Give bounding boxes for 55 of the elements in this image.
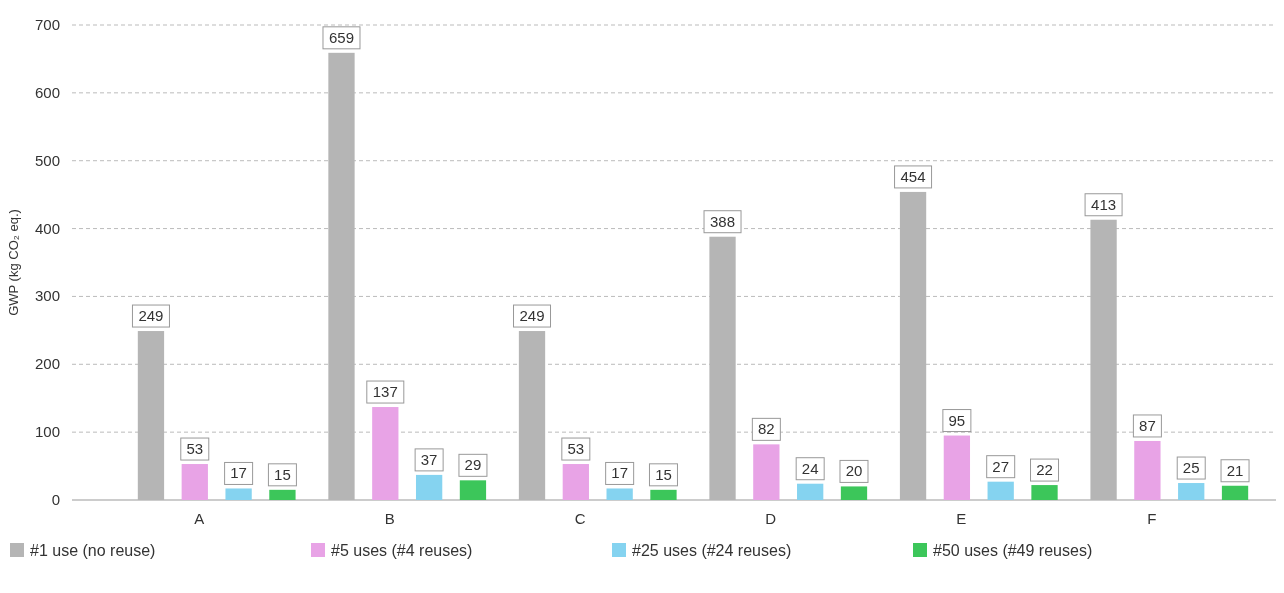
legend-label: #5 uses (#4 reuses) <box>331 542 473 559</box>
data-label: 21 <box>1226 461 1244 479</box>
x-tick-label: D <box>765 510 777 527</box>
data-label: 659 <box>328 28 354 46</box>
y-tick-label: 300 <box>34 287 60 305</box>
y-tick-label: 600 <box>34 83 60 101</box>
x-tick-label: B <box>384 510 395 527</box>
data-label: 95 <box>948 411 966 429</box>
bar <box>606 488 633 500</box>
legend-label: #1 use (no reuse) <box>30 542 156 559</box>
data-label: 22 <box>1036 461 1053 479</box>
data-label: 53 <box>186 440 204 458</box>
data-label: 413 <box>1091 195 1117 213</box>
x-tick-label: C <box>574 510 586 527</box>
bar <box>840 486 868 500</box>
x-tick-label: A <box>194 510 205 527</box>
data-label: 25 <box>1182 459 1200 477</box>
data-label: 454 <box>900 167 926 185</box>
bar <box>1178 483 1205 500</box>
bar <box>518 331 546 500</box>
data-label: 15 <box>274 465 291 483</box>
bar <box>372 407 399 500</box>
x-tick-label: F <box>1147 510 1157 527</box>
data-label: 15 <box>655 465 672 483</box>
bar <box>1031 485 1058 500</box>
y-tick-label: 100 <box>34 423 60 441</box>
y-tick-label: 400 <box>34 219 60 237</box>
y-tick-label: 200 <box>34 355 60 373</box>
data-label: 53 <box>567 440 585 458</box>
data-label: 24 <box>801 459 819 477</box>
data-label: 249 <box>138 307 164 325</box>
data-label: 20 <box>845 462 863 480</box>
bar <box>459 480 487 500</box>
data-label: 29 <box>464 456 482 474</box>
bar <box>562 464 589 500</box>
data-label: 82 <box>758 420 775 438</box>
x-tick-label: E <box>956 510 967 527</box>
bar <box>753 444 780 500</box>
data-label: 17 <box>611 464 628 482</box>
y-tick-label: 0 <box>51 491 60 508</box>
y-axis-title: GWP (kg CO₂ eq.) <box>6 209 21 316</box>
legend-label: #50 uses (#49 reuses) <box>933 542 1093 559</box>
data-label: 137 <box>372 383 398 401</box>
data-label: 388 <box>710 212 736 230</box>
data-label: 27 <box>992 457 1010 475</box>
data-label: 37 <box>420 450 438 468</box>
legend-label: #25 uses (#24 reuses) <box>632 542 792 559</box>
bar <box>225 488 252 500</box>
data-label: 17 <box>230 464 247 482</box>
data-label: 87 <box>1139 416 1156 434</box>
y-tick-label: 700 <box>34 16 60 33</box>
y-tick-label: 500 <box>34 151 60 169</box>
data-label: 249 <box>519 307 545 325</box>
bar <box>181 464 208 500</box>
bar <box>943 435 971 500</box>
